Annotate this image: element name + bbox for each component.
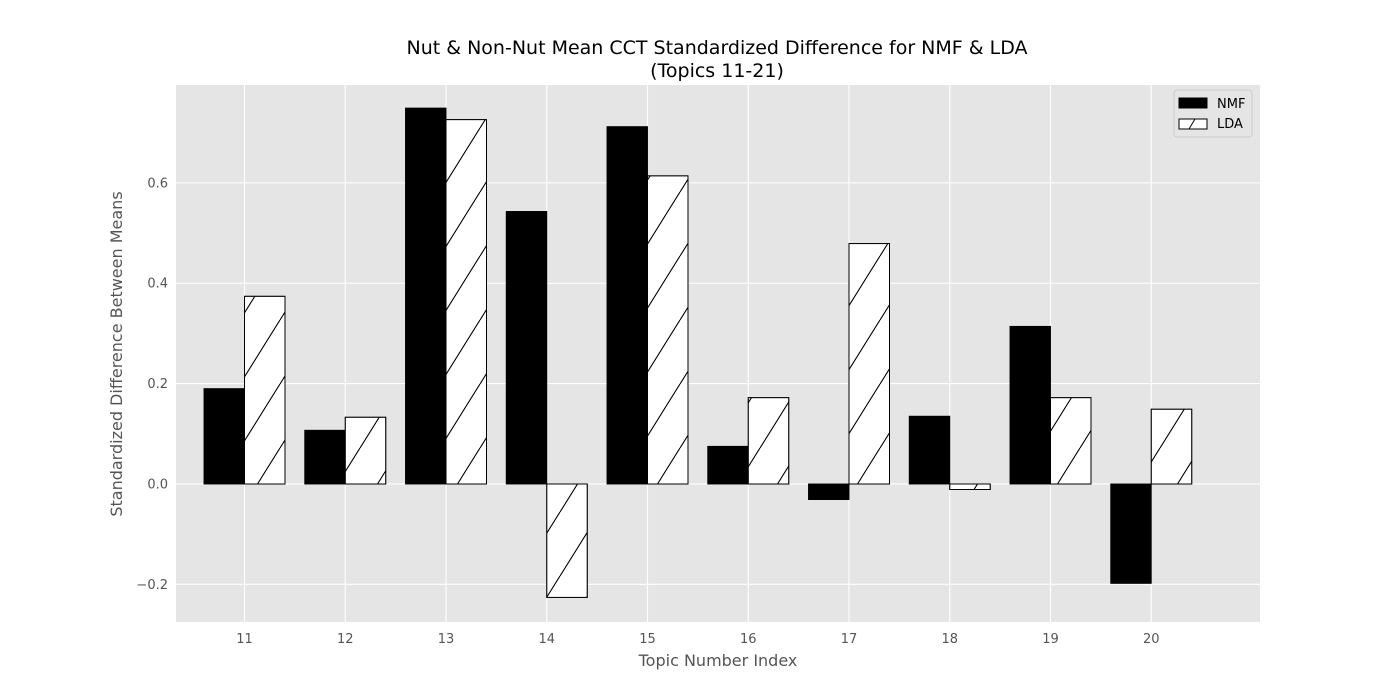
bar-lda-hatch	[747, 397, 790, 485]
bar-lda-hatch	[344, 416, 387, 485]
x-tick-label: 19	[1042, 632, 1059, 647]
x-tick-label: 14	[538, 632, 555, 647]
bar-nmf	[606, 126, 648, 485]
x-tick-label: 20	[1143, 632, 1160, 647]
bar-nmf	[908, 415, 951, 485]
y-tick-labels: −0.2 0.0 0.2 0.4 0.6	[136, 176, 168, 592]
y-tick-label: 0.4	[147, 277, 168, 292]
y-tick-label: 0.6	[147, 176, 168, 191]
bar-nmf	[808, 483, 850, 500]
y-tick-label: −0.2	[136, 578, 168, 593]
legend-label-nmf: NMF	[1217, 97, 1245, 112]
legend-swatch-lda-hatch	[1188, 118, 1196, 130]
bars	[203, 107, 1193, 598]
y-tick-label: 0.0	[147, 477, 168, 492]
bar-lda-hatch	[244, 295, 286, 485]
bar-lda-hatch	[949, 483, 991, 490]
x-tick-label: 12	[337, 632, 354, 647]
bar-nmf	[505, 211, 548, 485]
bar-nmf	[1009, 325, 1051, 485]
bar-nmf	[405, 107, 447, 485]
bar-lda-hatch	[1050, 397, 1092, 485]
legend-swatch-nmf	[1178, 97, 1208, 109]
bar-nmf	[707, 445, 749, 485]
y-tick-label: 0.2	[147, 377, 168, 392]
x-tick-labels: 11 12 13 14 15 16 17 18 19 20	[236, 632, 1159, 647]
x-tick-label: 17	[841, 632, 858, 647]
x-tick-label: 18	[941, 632, 958, 647]
bar-lda-hatch	[848, 243, 890, 485]
bar-lda-hatch	[647, 175, 689, 485]
y-axis-label: Standardized Difference Between Means	[107, 191, 126, 516]
x-tick-label: 15	[639, 632, 656, 647]
chart-title-line1: Nut & Non-Nut Mean CCT Standardized Diff…	[406, 37, 1027, 59]
bar-nmf	[203, 388, 245, 485]
x-axis-label: Topic Number Index	[638, 651, 798, 670]
x-tick-label: 16	[740, 632, 757, 647]
x-tick-label: 11	[236, 632, 253, 647]
chart-title-line2: (Topics 11-21)	[650, 60, 784, 82]
bar-lda-hatch	[546, 483, 588, 598]
plot-area	[176, 85, 1260, 622]
bar-nmf	[304, 429, 346, 485]
bar-lda-hatch	[1150, 408, 1193, 485]
legend-label-lda: LDA	[1217, 117, 1243, 132]
bar-nmf	[1110, 483, 1152, 584]
bar-lda-hatch	[445, 119, 487, 485]
legend: NMF LDA	[1173, 89, 1253, 138]
x-tick-label: 13	[438, 632, 455, 647]
legend-swatch-lda	[1178, 118, 1208, 130]
